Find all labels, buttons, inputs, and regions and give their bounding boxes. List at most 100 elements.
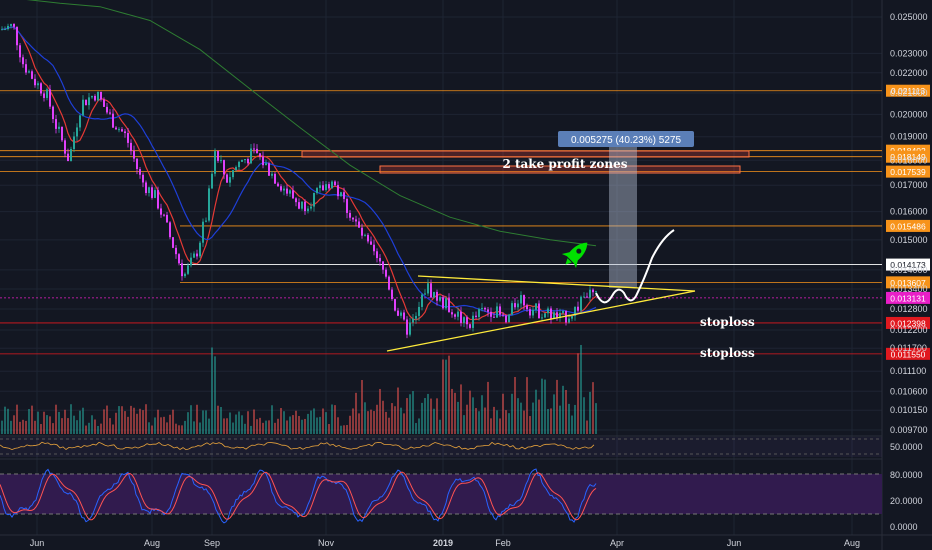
candle-body [175, 247, 177, 255]
volume-bar [103, 409, 105, 434]
projection-path[interactable] [595, 229, 675, 304]
candle-body [583, 296, 585, 298]
candle-body [55, 119, 57, 129]
candle-body [592, 289, 594, 293]
rsi-panel [0, 437, 882, 457]
volume-bar [412, 391, 414, 434]
candle-body [220, 160, 222, 162]
take-profit-zone-1[interactable] [301, 150, 750, 158]
time-tick-label: Feb [495, 538, 511, 548]
level-tag-label: 0.013131 [890, 293, 926, 303]
candle-body [475, 315, 477, 317]
candle-body [295, 198, 297, 203]
volume-bar [331, 404, 333, 434]
volume-bar [295, 410, 297, 434]
candle-body [466, 317, 468, 325]
measure-bar[interactable] [609, 146, 637, 288]
volume-bar [7, 408, 9, 434]
candle-body [595, 291, 597, 293]
level-tag-label: 0.012398 [890, 318, 926, 328]
volume-bar [154, 417, 156, 434]
volume-bar [205, 410, 207, 434]
volume-bar [181, 425, 183, 434]
time-axis[interactable]: Jun Aug Sep Nov 2019 Feb Apr Jun Aug [30, 538, 860, 548]
candle-body [307, 208, 309, 212]
candle-body [31, 71, 33, 79]
volume-bar [559, 405, 561, 434]
volume-bar [166, 422, 168, 434]
candle-body [301, 201, 303, 209]
volume-bar [403, 413, 405, 434]
candle-body [388, 276, 390, 290]
volume-bar [70, 404, 72, 434]
take-profit-zone-2[interactable] [379, 165, 741, 174]
volume-bar [157, 409, 159, 434]
volume-bar [391, 403, 393, 434]
candle-body [448, 298, 450, 313]
triangle-lower-line[interactable] [386, 290, 696, 352]
candle-body [433, 291, 435, 298]
volume-bar [127, 416, 129, 434]
volume-bar [451, 388, 453, 434]
candle-body [256, 148, 258, 154]
candle-body [121, 129, 123, 132]
stoch-rsi-panel [0, 468, 882, 524]
candle-body [553, 312, 555, 319]
level-tag-label: 0.018149 [890, 152, 926, 162]
candle-body [13, 24, 15, 27]
candle-body [205, 220, 207, 222]
volume-bar [418, 418, 420, 434]
volume-bar [502, 393, 504, 434]
candle-body [424, 293, 426, 295]
volume-bar [532, 402, 534, 434]
volume-bar [346, 424, 348, 434]
volume-bar [241, 415, 243, 434]
candle-body [280, 186, 282, 191]
candle-body [580, 296, 582, 311]
volume-bar [577, 353, 579, 434]
candle-body [373, 244, 375, 252]
price-tick-label: 0.022000 [890, 68, 928, 78]
candle-body [157, 190, 159, 209]
volume-bar [526, 377, 528, 434]
price-axis[interactable]: 0.025000 0.023000 0.022000 0.021000 0.020000… [890, 12, 928, 532]
level-tag-label: 0.021113 [891, 86, 925, 96]
candle-body [487, 309, 489, 312]
candle-body [217, 151, 219, 161]
candle-body [4, 29, 6, 31]
candle-body [331, 181, 333, 189]
candle-body [571, 316, 573, 319]
volume-bar [415, 423, 417, 434]
volume-bar [82, 407, 84, 434]
volume-bar [262, 422, 264, 434]
candle-body [568, 318, 570, 323]
candle-body [265, 163, 267, 166]
volume-bar [565, 390, 567, 434]
volume-bar [496, 410, 498, 434]
time-tick-label: Jun [727, 538, 742, 548]
time-tick-label: Aug [144, 538, 160, 548]
triangle-upper-line[interactable] [417, 275, 696, 292]
volume-bar [238, 411, 240, 434]
candle-body [574, 306, 576, 317]
price-tick-label: 0.010600 [890, 386, 928, 396]
time-tick-label: Jun [30, 538, 45, 548]
candle-body [523, 295, 525, 306]
volume-bar [49, 416, 51, 434]
price-tick-label: 0.017000 [890, 180, 928, 190]
candle-body [496, 306, 498, 318]
volume-bar [265, 420, 267, 434]
candle-body [463, 317, 465, 324]
volume-bar [1, 420, 3, 434]
candle-body [211, 173, 213, 189]
candle-body [46, 89, 48, 98]
volume-bar [136, 413, 138, 434]
volume-bar [343, 425, 345, 434]
volume-bar [208, 418, 210, 434]
candle-body [7, 25, 9, 30]
candle-body [151, 187, 153, 198]
time-tick-label: Sep [204, 538, 220, 548]
volume-bar [379, 388, 381, 434]
